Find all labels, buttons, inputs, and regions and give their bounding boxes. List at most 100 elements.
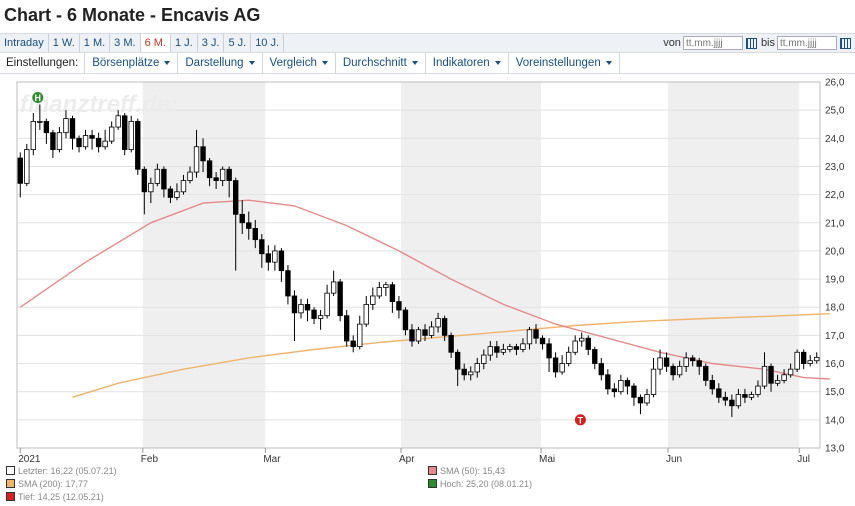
y-tick-label: 16,0 [825,359,845,370]
candle-body [716,388,722,398]
candle-body [200,146,206,162]
candle-body [76,137,82,148]
candle-body [30,121,37,150]
to-label: bis [760,37,775,49]
plot-frame [16,81,821,449]
high-marker [32,92,44,104]
chevron-down-icon [494,60,501,65]
legend-last: Letzter: 16,22 (05.07.21) [6,466,117,476]
candle-body [748,394,755,398]
candle-body [552,357,559,373]
candle-body [252,227,258,241]
candle-body [285,270,291,297]
settings-menu-label: Voreinstellungen [515,57,601,69]
y-tick-label: 13,0 [825,444,845,455]
calendar-icon[interactable] [840,37,851,49]
candle-body [637,396,644,404]
candle-body [735,394,742,407]
candle-body [572,340,578,353]
candle-body [650,368,657,395]
candle-body [513,346,520,350]
candle-body [657,357,663,370]
y-tick-label: 25,0 [825,106,845,117]
range-tab-4[interactable]: 6 M. [140,34,171,52]
settings-menu-0[interactable]: Börsenplätze [85,53,179,73]
candle-body [500,349,507,353]
candle-body [441,318,448,336]
candle-body [415,329,422,342]
candle-body [37,121,43,123]
x-tick-label: Jun [666,454,682,465]
candle-body [598,363,604,376]
candle-body [787,368,794,376]
candle-body [213,177,219,181]
settings-menu-1[interactable]: Darstellung [178,53,263,73]
candle-body [363,304,369,325]
candle-body [533,329,539,339]
candle-body [122,115,128,150]
range-tab-6[interactable]: 3 J. [198,34,225,52]
x-tick-label: Jul [797,454,810,465]
candle-body [43,121,50,134]
y-tick-label: 23,0 [825,162,845,173]
from-date-input[interactable] [682,36,743,50]
settings-label: Einstellungen: [0,53,86,73]
candle-body [663,357,670,367]
calendar-icon[interactable] [745,37,757,49]
x-tick-label: 2021 [18,454,41,465]
candle-body [265,253,272,263]
y-tick-label: 26,0 [825,78,845,89]
candle-body [56,132,63,150]
y-tick-label: 18,0 [825,303,845,314]
candle-body [148,182,154,193]
candle-body [180,180,187,193]
chevron-down-icon [248,60,255,65]
settings-menu-4[interactable]: Indikatoren [426,53,509,73]
candle-body [794,351,800,370]
range-tab-7[interactable]: 5 J. [224,34,252,52]
settings-menu-3[interactable]: Durchschnitt [336,53,426,73]
range-tab-2[interactable]: 1 M. [80,34,111,52]
candle-body [422,329,428,336]
time-range-tabs: Intraday 1 W. 1 M. 3 M. 6 M. 1 J. 3 J. 5 J. 10 J… [0,34,285,52]
candle-body [82,135,89,148]
candle-body [696,360,702,367]
low-marker [574,414,586,426]
candle-body [174,191,180,198]
settings-menu-5[interactable]: Voreinstellungen [509,53,620,73]
to-date-input[interactable] [777,36,837,50]
legend-swatch-low [6,492,15,501]
candle-body [774,380,781,384]
range-tab-0[interactable]: Intraday [0,34,49,52]
range-tab-5[interactable]: 1 J. [171,34,198,52]
legend-low: Tief: 14,25 (12.05.21) [6,492,104,502]
chevron-down-icon [411,60,418,65]
legend-swatch-sma200 [6,479,15,488]
candle-body [206,160,213,179]
candle-body [304,304,311,311]
candle-body [428,326,435,336]
candle-body [128,121,134,150]
settings-menu-label: Darstellung [185,57,244,69]
y-tick-label: 19,0 [825,275,845,286]
settings-menu-label: Börsenplätze [92,57,160,69]
candle-body [193,146,200,173]
candle-body [703,365,709,381]
candle-body [63,118,69,134]
candle-body [670,365,676,376]
candle-body [468,371,474,376]
y-tick-label: 22,0 [825,190,845,201]
settings-menu-2[interactable]: Vergleich [263,53,336,73]
settings-menu-label: Vergleich [269,57,317,69]
range-tab-3[interactable]: 3 M. [110,34,141,52]
candle-body [102,140,108,148]
range-tab-1[interactable]: 1 W. [49,34,80,52]
candle-body [317,315,324,319]
candle-body [559,363,565,373]
range-tab-8[interactable]: 10 J. [251,34,285,52]
candle-body [370,295,376,305]
candle-body [579,337,585,342]
high-marker-label: H [35,93,42,103]
candle-body [755,385,761,395]
candle-body [396,301,402,311]
